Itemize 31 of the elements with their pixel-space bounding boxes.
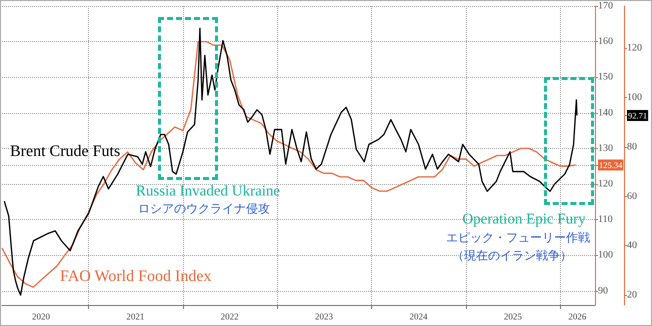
y2-tick-label: 100 — [627, 92, 642, 103]
y-tick-label: 125.34 — [599, 160, 624, 170]
series-label: FAO World Food Index — [60, 268, 212, 286]
x-tick-label: 2024 — [410, 312, 428, 322]
x-tick-label: 2026 — [568, 312, 587, 322]
x-tick-label: 2023 — [314, 312, 334, 322]
x-tick-label: 2021 — [126, 312, 144, 322]
y2-tick-label: 40 — [627, 240, 637, 252]
x-tick-label: 2020 — [32, 312, 51, 322]
y-tick-label: 130 — [598, 142, 613, 154]
annotation: （現在のイラン戦争） — [452, 248, 572, 264]
annotation: エピック・フューリー作戦 — [446, 230, 590, 246]
x-tick-label: 2022 — [220, 312, 239, 322]
y-tick-label: 100 — [598, 250, 613, 261]
y2-tick-label: 80 — [627, 141, 637, 152]
series-label: Brent Crude Futs — [10, 143, 120, 161]
y2-tick-label: 92.71 — [628, 110, 648, 120]
y-tick-label: 110 — [598, 214, 613, 226]
y2-tick-label: 120 — [627, 42, 642, 54]
annotation: ロシアのウクライナ侵攻 — [138, 200, 270, 218]
y-tick-label: 140 — [598, 107, 613, 118]
y2-tick-label: 20 — [627, 290, 637, 301]
x-tick-label: 2025 — [504, 312, 522, 322]
y-tick-label: 120 — [598, 178, 613, 190]
annotation: Operation Epic Fury — [462, 212, 586, 228]
y-tick-label: 150 — [598, 72, 613, 83]
annotation: Russia Invaded Ukraine — [136, 184, 280, 200]
y2-tick-label: 60 — [627, 190, 637, 202]
y-tick-label: 160 — [598, 36, 613, 48]
y-tick-label: 170 — [598, 0, 613, 12]
y-tick-label: 90 — [598, 285, 608, 296]
